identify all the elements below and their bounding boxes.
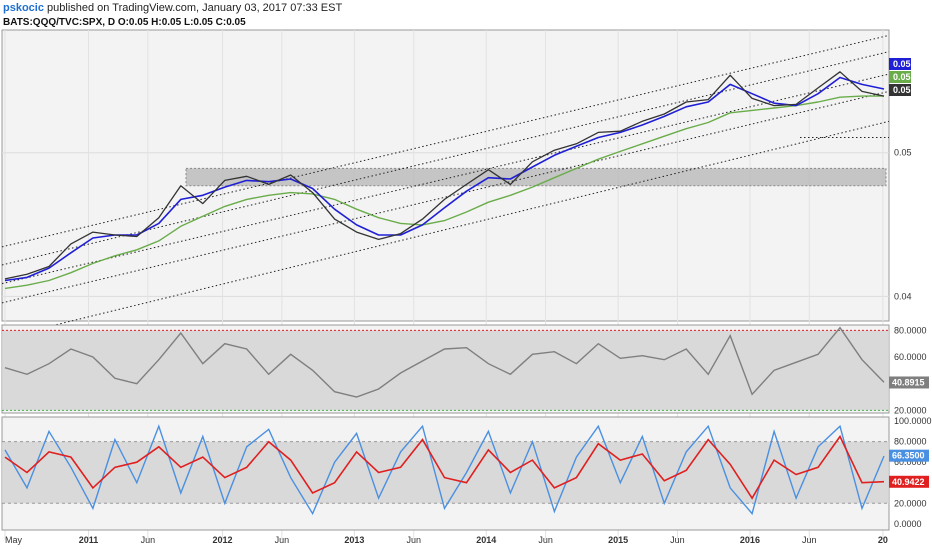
- time-axis-label: 2016: [740, 535, 760, 545]
- stoch-axis-label: 60.0000: [894, 457, 927, 467]
- price-axis-label: 0.04: [894, 291, 912, 301]
- stoch-d-tag: [889, 475, 929, 488]
- time-axis-label: 2015: [608, 535, 628, 545]
- time-axis-label: Jun: [670, 535, 685, 545]
- stoch-d-value: 40.9422: [892, 477, 925, 487]
- stoch-k-value: 66.3500: [892, 451, 925, 461]
- time-axis-label: Jun: [275, 535, 290, 545]
- stoch-band: [2, 441, 889, 504]
- stoch-axis-label: 80.0000: [894, 437, 927, 447]
- stoch-axis-label: 0.0000: [894, 519, 922, 529]
- stoch-k-tag: [889, 449, 929, 462]
- time-axis-label: 2013: [344, 535, 364, 545]
- trend-channel-line: [1, 120, 890, 339]
- rsi-value-text: 40.8915: [892, 377, 925, 387]
- price-tag-value: 0.05: [893, 72, 911, 82]
- author-link[interactable]: pskocic: [3, 2, 44, 14]
- rsi-value-tag: [889, 376, 929, 389]
- time-axis-label: 20: [878, 535, 888, 545]
- rsi-axis-label: 80.0000: [894, 325, 927, 335]
- rsi-band: [2, 330, 889, 411]
- time-axis-label: 2012: [213, 535, 233, 545]
- price-tag-value: 0.05: [893, 85, 911, 95]
- price-tag-0: [889, 58, 911, 70]
- stoch-axis-label: 20.0000: [894, 498, 927, 508]
- rsi-axis-label: 60.0000: [894, 352, 927, 362]
- rsi-axis-label: 20.0000: [894, 405, 927, 415]
- time-axis-label: Jun: [538, 535, 553, 545]
- time-axis-label: 2011: [79, 535, 99, 545]
- stoch-d-line: [4, 434, 885, 500]
- publish-info: pskocic published on TradingView.com, Ja…: [3, 2, 342, 14]
- slow-ma-line: [4, 95, 884, 290]
- stoch-axis-label: 100.0000: [894, 416, 932, 426]
- price-tag-1: [889, 71, 911, 83]
- stoch-k-line: [4, 424, 885, 516]
- price-tag-2: [889, 84, 911, 96]
- time-axis-label: 2014: [476, 535, 496, 545]
- price-line: [4, 71, 885, 280]
- resistance-zone: [185, 167, 887, 187]
- rsi-line: [4, 326, 885, 398]
- time-axis-label: May: [5, 535, 23, 545]
- symbol-line: BATS:QQQ/TVC:SPX, D O:0.05 H:0.05 L:0.05…: [3, 17, 246, 28]
- fast-ma-line: [4, 76, 885, 282]
- time-axis-label: Jun: [406, 535, 421, 545]
- price-tag-value: 0.05: [893, 59, 911, 69]
- time-axis-label: Jun: [802, 535, 817, 545]
- price-axis-label: 0.05: [894, 148, 912, 158]
- time-axis-label: Jun: [141, 535, 156, 545]
- publish-text: published on TradingView.com, January 03…: [47, 2, 343, 14]
